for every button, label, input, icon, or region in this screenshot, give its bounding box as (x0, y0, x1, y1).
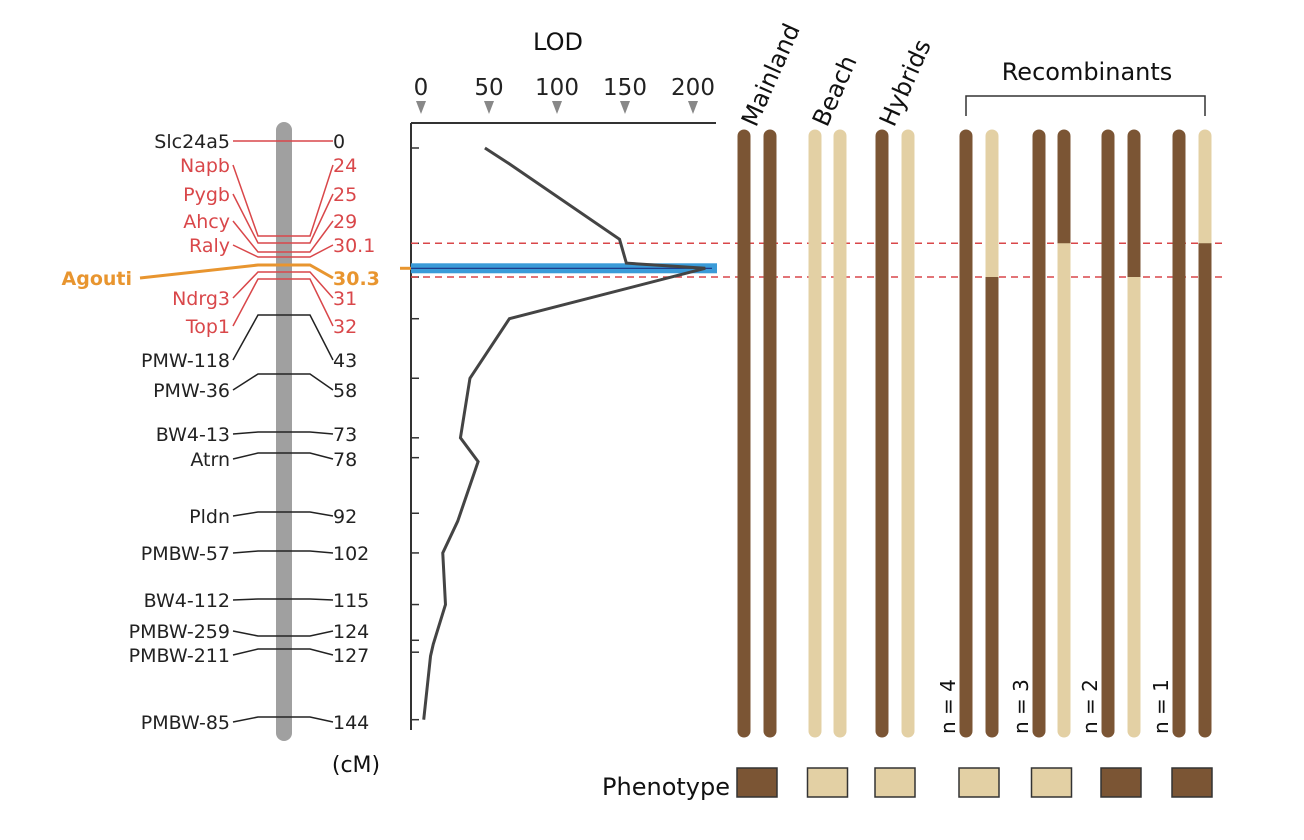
marker-name: Slc24a5 (154, 131, 230, 153)
phenotype-box (1101, 768, 1141, 797)
marker-position: 124 (333, 621, 369, 643)
marker-position: 31 (333, 288, 357, 310)
map-unit-label: (cM) (332, 753, 380, 778)
phenotype-box (808, 768, 848, 797)
marker-name: PMBW-85 (141, 712, 230, 734)
phenotype-box (959, 768, 999, 797)
phenotype-box (1032, 768, 1072, 797)
x-tick-marker (688, 101, 698, 114)
marker-position: 29 (333, 211, 357, 233)
marker-name: Top1 (185, 316, 230, 338)
x-tick-label: 200 (671, 75, 715, 101)
marker-name: Pygb (183, 184, 230, 206)
sample-count: n = 4 (936, 679, 960, 734)
marker-position: 24 (333, 155, 357, 177)
marker-position: 43 (333, 350, 357, 372)
marker-position: 73 (333, 424, 357, 446)
recombinants-bracket (966, 96, 1205, 116)
marker-position: 30.1 (333, 235, 375, 257)
lod-axis-title: LOD (533, 28, 583, 56)
sample-count: n = 3 (1009, 679, 1033, 734)
group-label: Beach (807, 51, 863, 130)
marker-name: Raly (189, 235, 230, 257)
phenotype-box (737, 768, 777, 797)
marker-name: PMW-118 (141, 350, 230, 372)
marker-name: PMBW-259 (129, 621, 230, 643)
marker-position: 0 (333, 131, 345, 153)
genetic-map: Slc24a5 0 Napb 24 Pygb 25 Ahcy 29 Raly 30.1 Agouti… (62, 130, 380, 734)
sample-count: n = 1 (1149, 679, 1173, 734)
marker-name: BW4-112 (144, 590, 230, 612)
marker-name: Atrn (190, 449, 230, 471)
marker-position: 127 (333, 645, 369, 667)
sample-count: n = 2 (1078, 679, 1102, 734)
marker-name: Agouti (62, 268, 132, 290)
marker-name: Ahcy (183, 211, 230, 233)
marker-position: 92 (333, 506, 357, 528)
group-label: Hybrids (874, 35, 937, 130)
marker-name: Napb (180, 155, 230, 177)
phenotype-label: Phenotype (602, 773, 730, 801)
marker-position: 102 (333, 543, 369, 565)
marker-name: Ndrg3 (172, 288, 230, 310)
recombinants-label: Recombinants (1002, 58, 1173, 86)
marker-name: PMBW-57 (141, 543, 230, 565)
marker-name: BW4-13 (156, 424, 230, 446)
marker-name: Pldn (189, 506, 230, 528)
marker-name: PMBW-211 (129, 645, 230, 667)
marker-position: 58 (333, 380, 357, 402)
x-tick-marker (416, 101, 426, 114)
marker-position: 32 (333, 316, 357, 338)
x-tick-marker (552, 101, 562, 114)
x-tick-marker (484, 101, 494, 114)
phenotype-box (875, 768, 915, 797)
marker-position: 78 (333, 449, 357, 471)
marker-position: 30.3 (333, 268, 380, 290)
marker-position: 115 (333, 590, 369, 612)
x-tick-label: 150 (603, 75, 647, 101)
x-tick-label: 50 (474, 75, 503, 101)
group-label: Mainland (736, 19, 806, 130)
x-tick-label: 0 (414, 75, 429, 101)
x-tick-marker (620, 101, 630, 114)
lod-curve (424, 148, 706, 720)
marker-name: PMW-36 (153, 380, 230, 402)
marker-position: 25 (333, 184, 357, 206)
marker-position: 144 (333, 712, 369, 734)
x-tick-label: 100 (535, 75, 579, 101)
phenotype-box (1172, 768, 1212, 797)
